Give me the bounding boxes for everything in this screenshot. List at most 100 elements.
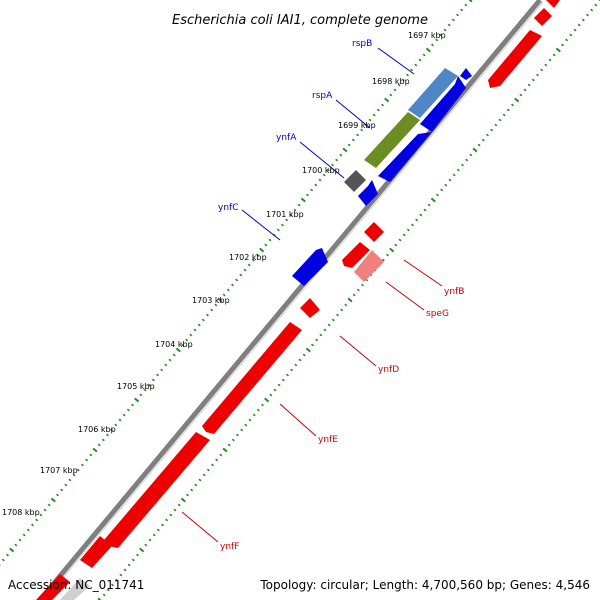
gene-label-ynfC[interactable]: ynfC xyxy=(218,203,238,213)
gene-label-ynfA[interactable]: ynfA xyxy=(276,133,297,143)
minor-tick xyxy=(111,583,114,587)
minor-tick xyxy=(160,368,164,372)
minor-tick xyxy=(310,188,314,192)
minor-tick xyxy=(123,568,127,572)
minor-tick xyxy=(340,308,344,312)
gene-reverse-mid[interactable] xyxy=(342,242,370,268)
minor-tick xyxy=(527,83,531,87)
minor-tick xyxy=(101,438,105,442)
gene-ynfA[interactable] xyxy=(344,170,366,192)
gene-speG[interactable] xyxy=(354,250,384,282)
gene-reverse-low-2[interactable] xyxy=(36,574,70,600)
major-tick xyxy=(342,147,348,153)
minor-tick xyxy=(319,333,323,337)
minor-tick xyxy=(173,508,177,512)
gene-label-ynfF[interactable]: ynfF xyxy=(220,542,239,552)
minor-tick xyxy=(381,258,385,262)
gene-ynfC[interactable] xyxy=(292,248,328,286)
minor-tick xyxy=(226,288,230,292)
minor-tick xyxy=(151,378,155,382)
minor-tick xyxy=(119,573,123,577)
gene-label-ynfD[interactable]: ynfD xyxy=(378,365,399,375)
minor-tick xyxy=(311,343,314,347)
minor-tick xyxy=(414,63,418,67)
kbp-label: 1702 kbp xyxy=(229,253,267,262)
minor-tick xyxy=(47,503,51,507)
minor-tick xyxy=(285,218,289,222)
minor-tick xyxy=(376,108,380,112)
minor-tick xyxy=(323,328,327,332)
gene-reverse-top-1[interactable] xyxy=(534,8,552,26)
gene-ynfE[interactable] xyxy=(202,322,302,434)
gene-labels: rspB rspA ynfA ynfC ynfB speG ynfD ynfE … xyxy=(218,39,464,552)
minor-tick xyxy=(386,253,389,257)
minor-tick xyxy=(244,423,248,427)
gene-reverse-top-2[interactable] xyxy=(488,30,542,88)
minor-tick xyxy=(427,203,431,207)
minor-tick xyxy=(268,238,272,242)
gene-label-speG[interactable]: speG xyxy=(426,309,449,319)
minor-tick xyxy=(544,63,548,67)
major-tick xyxy=(217,297,223,303)
major-tick xyxy=(175,347,181,353)
minor-tick xyxy=(452,173,456,177)
minor-tick xyxy=(222,293,226,297)
major-tick xyxy=(347,297,353,303)
genome-title: Escherichia coli IAI1, complete genome xyxy=(172,13,428,28)
minor-tick xyxy=(18,538,22,542)
gene-label-ynfB[interactable]: ynfB xyxy=(444,287,464,297)
gene-rspB[interactable] xyxy=(408,68,458,118)
gene-label-rspB[interactable]: rspB xyxy=(352,39,372,49)
gene-forward-1[interactable] xyxy=(420,76,466,132)
accession-text: Accession: NC_011741 xyxy=(8,578,145,592)
minor-tick xyxy=(193,328,197,332)
minor-tick xyxy=(206,313,209,317)
minor-tick xyxy=(415,218,419,222)
minor-tick xyxy=(443,28,447,32)
gene-reverse-low-1[interactable] xyxy=(80,536,112,568)
gene-forward-2[interactable] xyxy=(378,132,432,182)
minor-tick xyxy=(64,483,68,487)
minor-tick xyxy=(247,263,251,267)
major-tick xyxy=(425,47,431,53)
minor-tick xyxy=(419,213,423,217)
gene-label-rspA[interactable]: rspA xyxy=(312,91,333,101)
minor-tick xyxy=(494,123,498,127)
minor-tick xyxy=(306,193,309,197)
minor-tick xyxy=(286,373,289,377)
minor-tick xyxy=(594,3,598,7)
minor-tick xyxy=(486,133,489,137)
gene-ynfB[interactable] xyxy=(364,222,384,242)
minor-tick xyxy=(577,23,581,27)
gene-rspA[interactable] xyxy=(364,112,420,168)
major-tick xyxy=(139,547,145,553)
gene-ynfD[interactable] xyxy=(300,298,320,318)
major-tick xyxy=(264,397,270,403)
minor-tick xyxy=(202,473,206,477)
gene-forward-3[interactable] xyxy=(358,180,378,206)
minor-tick xyxy=(169,513,173,517)
minor-tick xyxy=(464,3,468,7)
minor-tick xyxy=(490,128,494,132)
gene-ynfF[interactable] xyxy=(104,432,210,548)
minor-tick xyxy=(115,578,119,582)
minor-tick xyxy=(231,283,234,287)
minor-tick xyxy=(127,563,131,567)
minor-tick xyxy=(14,543,18,547)
gene-label-ynfE[interactable]: ynfE xyxy=(318,435,338,445)
minor-tick xyxy=(435,38,439,42)
minor-tick xyxy=(211,463,214,467)
minor-tick xyxy=(339,153,343,157)
minor-tick xyxy=(372,113,376,117)
minor-tick xyxy=(456,168,460,172)
minor-tick xyxy=(97,443,101,447)
minor-tick xyxy=(465,158,469,162)
minor-tick xyxy=(322,173,326,177)
minor-tick xyxy=(231,438,235,442)
minor-tick xyxy=(561,43,564,47)
gene-reverse-top-3[interactable] xyxy=(546,0,560,8)
minor-tick xyxy=(447,23,451,27)
gene-forward-4[interactable] xyxy=(460,68,472,80)
minor-tick xyxy=(565,38,569,42)
minor-tick xyxy=(256,408,260,412)
